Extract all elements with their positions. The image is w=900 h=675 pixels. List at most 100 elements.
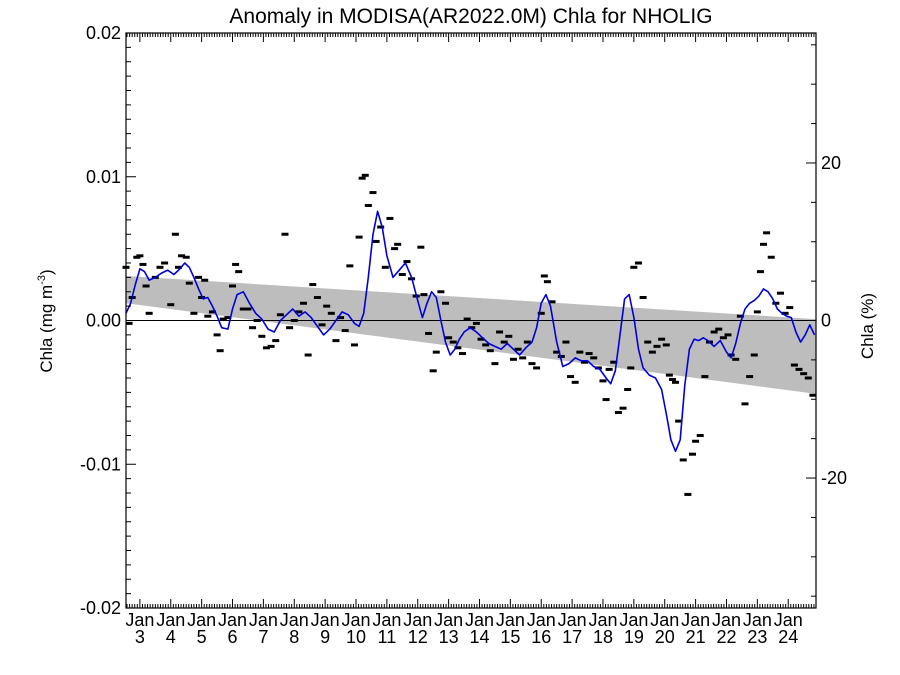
data-marker-bar bbox=[590, 356, 598, 360]
x-tick-year-label: 14 bbox=[469, 627, 489, 647]
x-tick-month-label: Jan bbox=[743, 610, 772, 630]
x-tick-year-label: 24 bbox=[778, 627, 798, 647]
data-marker-bar bbox=[804, 376, 812, 380]
data-marker bbox=[750, 353, 758, 357]
data-marker bbox=[724, 333, 732, 337]
x-tick-year-label: 5 bbox=[197, 627, 207, 647]
data-marker bbox=[341, 329, 349, 333]
data-marker bbox=[190, 311, 198, 315]
data-marker bbox=[442, 301, 450, 305]
data-marker-bar bbox=[627, 366, 635, 370]
data-marker bbox=[614, 411, 622, 414]
data-marker bbox=[229, 284, 237, 288]
data-marker-bar bbox=[585, 352, 593, 356]
data-marker bbox=[454, 346, 462, 350]
data-marker-bar bbox=[445, 336, 453, 340]
data-marker-bar bbox=[190, 311, 198, 315]
x-tick-year-label: 10 bbox=[346, 627, 366, 647]
data-marker-bar bbox=[276, 313, 284, 317]
data-marker bbox=[403, 260, 411, 264]
data-marker bbox=[463, 317, 471, 321]
data-marker-bar bbox=[286, 326, 294, 330]
data-marker bbox=[364, 204, 372, 207]
data-marker-bar bbox=[719, 336, 727, 340]
x-tick-year-label: 4 bbox=[166, 627, 176, 647]
data-marker-bar bbox=[477, 337, 485, 341]
data-marker bbox=[605, 367, 613, 371]
data-marker-bar bbox=[213, 333, 221, 337]
data-marker-bar bbox=[216, 349, 224, 353]
x-tick-month-label: Jan bbox=[218, 610, 247, 630]
data-marker-bar bbox=[219, 317, 227, 321]
data-marker-bar bbox=[253, 319, 261, 322]
data-marker bbox=[208, 310, 216, 314]
data-marker bbox=[760, 242, 768, 246]
x-tick-year-label: 9 bbox=[320, 627, 330, 647]
data-marker bbox=[136, 254, 144, 258]
data-marker bbox=[634, 261, 642, 265]
data-marker bbox=[781, 311, 789, 315]
data-marker bbox=[249, 326, 257, 330]
x-tick-year-label: 11 bbox=[378, 627, 397, 647]
chart-title: Anomaly in MODISA(AR2022.0M) Chla for NH… bbox=[229, 5, 712, 28]
data-marker-bar bbox=[736, 314, 744, 318]
data-marker bbox=[313, 296, 321, 299]
data-marker-bar bbox=[454, 346, 462, 350]
data-marker bbox=[658, 337, 666, 341]
data-marker bbox=[309, 283, 317, 287]
x-tick-month-label: Jan bbox=[125, 610, 154, 630]
left-tick-label: 0.01 bbox=[86, 167, 121, 187]
data-marker bbox=[398, 273, 406, 276]
data-marker-bar bbox=[313, 296, 321, 299]
x-tick-month-label: Jan bbox=[403, 610, 432, 630]
data-marker bbox=[804, 376, 812, 380]
data-marker bbox=[358, 176, 366, 180]
x-tick-year-label: 7 bbox=[258, 627, 268, 647]
data-marker bbox=[449, 340, 457, 344]
trend-band bbox=[126, 275, 816, 394]
data-marker bbox=[772, 301, 780, 305]
x-tick-month-label: Jan bbox=[650, 610, 679, 630]
data-marker bbox=[472, 321, 480, 325]
data-marker-bar bbox=[372, 239, 380, 243]
data-marker-bar bbox=[509, 357, 517, 361]
data-marker-bar bbox=[267, 344, 275, 348]
data-marker-bar bbox=[249, 326, 257, 330]
data-marker bbox=[610, 360, 618, 364]
data-marker-bar bbox=[358, 176, 366, 180]
x-tick-year-label: 12 bbox=[408, 627, 428, 647]
data-marker bbox=[562, 340, 570, 344]
data-marker-bar bbox=[403, 260, 411, 264]
x-tick-month-label: Jan bbox=[156, 610, 185, 630]
data-marker bbox=[727, 353, 735, 357]
right-tick-label: 0 bbox=[821, 311, 831, 331]
data-marker bbox=[139, 262, 147, 266]
data-marker bbox=[648, 350, 656, 354]
trend-band-layer bbox=[126, 275, 816, 394]
data-marker-bar bbox=[679, 458, 687, 462]
data-marker-bar bbox=[776, 291, 784, 295]
data-marker-bar bbox=[662, 343, 670, 347]
data-marker-bar bbox=[567, 375, 575, 379]
data-marker-bar bbox=[239, 307, 247, 311]
data-marker-bar bbox=[174, 265, 182, 269]
data-marker-bar bbox=[381, 265, 389, 269]
x-tick-year-label: 17 bbox=[562, 627, 582, 647]
data-marker bbox=[719, 336, 727, 340]
data-marker bbox=[394, 242, 402, 246]
data-marker-bar bbox=[332, 339, 340, 343]
x-tick-year-label: 13 bbox=[439, 627, 459, 647]
x-tick-month-label: Jan bbox=[558, 610, 587, 630]
data-marker-bar bbox=[781, 311, 789, 315]
data-marker-bar bbox=[724, 333, 732, 337]
data-marker bbox=[496, 330, 504, 334]
data-marker-bar bbox=[185, 281, 193, 285]
data-marker bbox=[178, 254, 186, 258]
data-marker-bar bbox=[437, 290, 445, 294]
data-marker-bar bbox=[304, 353, 312, 357]
data-marker-bar bbox=[514, 347, 522, 351]
data-marker-bar bbox=[732, 357, 740, 361]
data-marker-bar bbox=[763, 231, 771, 235]
data-marker bbox=[369, 191, 377, 195]
x-tick-year-label: 23 bbox=[747, 627, 767, 647]
